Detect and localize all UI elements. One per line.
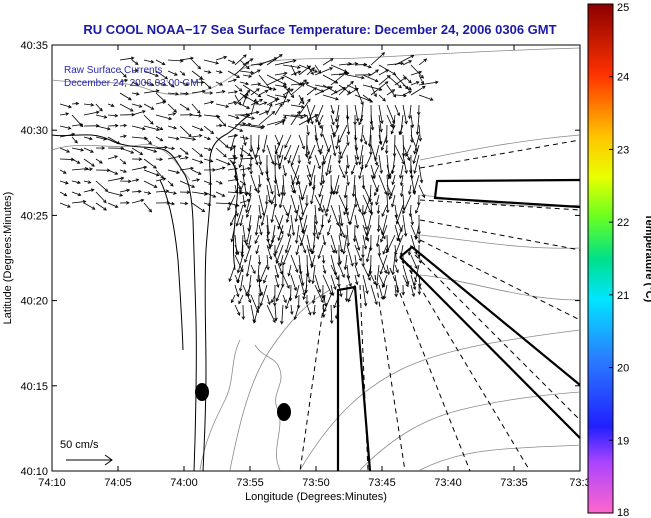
x-tick-label: 73:3 [569, 477, 590, 489]
station-marker [277, 403, 291, 421]
x-tick-label: 74:00 [170, 477, 198, 489]
x-axis-label: Longitude (Degrees:Minutes) [245, 491, 387, 503]
radar-coverage-lines [299, 139, 581, 472]
y-tick-label: 40:35 [20, 40, 48, 52]
colorbar-tick-label: 19 [617, 435, 629, 447]
x-tick-label: 73:40 [434, 477, 462, 489]
current-vectors [59, 52, 439, 325]
colorbar-label: Temperature (°C) [643, 214, 651, 303]
colorbar-ticks: 25 24 23 22 21 20 19 18 [609, 2, 629, 518]
overlay-title: Raw Surface Currents [64, 65, 162, 76]
y-tick-label: 40:15 [20, 381, 48, 393]
x-tick-label: 73:45 [368, 477, 396, 489]
colorbar-tick-label: 25 [617, 2, 629, 14]
coverage-boundaries [336, 178, 581, 472]
colorbar-tick-label: 20 [617, 363, 629, 375]
x-tick-label: 74:05 [104, 477, 132, 489]
x-tick-label: 74:10 [38, 477, 66, 489]
x-tick-label: 73:55 [236, 477, 264, 489]
overlay-timestamp: December 24, 2006 03:00 GMT [64, 78, 205, 89]
scale-label: 50 cm/s [60, 439, 99, 451]
colorbar-tick-label: 22 [617, 217, 629, 229]
y-axis-label: Latitude (Degrees:Minutes) [2, 192, 14, 325]
y-axis: 40:35 40:30 40:25 40:20 40:15 40:10 [20, 40, 580, 478]
x-tick-label: 73:35 [500, 477, 528, 489]
x-axis: 74:10 74:05 74:00 73:55 73:50 73:45 73:40 73:35… [38, 45, 591, 489]
colorbar-tick-label: 23 [617, 144, 629, 156]
colorbar-tick-label: 18 [617, 507, 629, 518]
plot-frame [51, 44, 581, 472]
colorbar-tick-label: 21 [617, 290, 629, 302]
scale-arrow-icon [66, 454, 113, 466]
y-tick-label: 40:20 [20, 296, 48, 308]
x-tick-label: 73:50 [302, 477, 330, 489]
bathymetry-contours [51, 47, 581, 471]
y-tick-label: 40:25 [20, 210, 48, 222]
y-tick-label: 40:10 [20, 466, 48, 478]
colorbar [587, 3, 614, 514]
y-tick-label: 40:30 [20, 125, 48, 137]
colorbar-tick-label: 24 [617, 72, 629, 84]
map-title: RU COOL NOAA−17 Sea Surface Temperature:… [83, 22, 557, 37]
station-marker [195, 383, 209, 401]
